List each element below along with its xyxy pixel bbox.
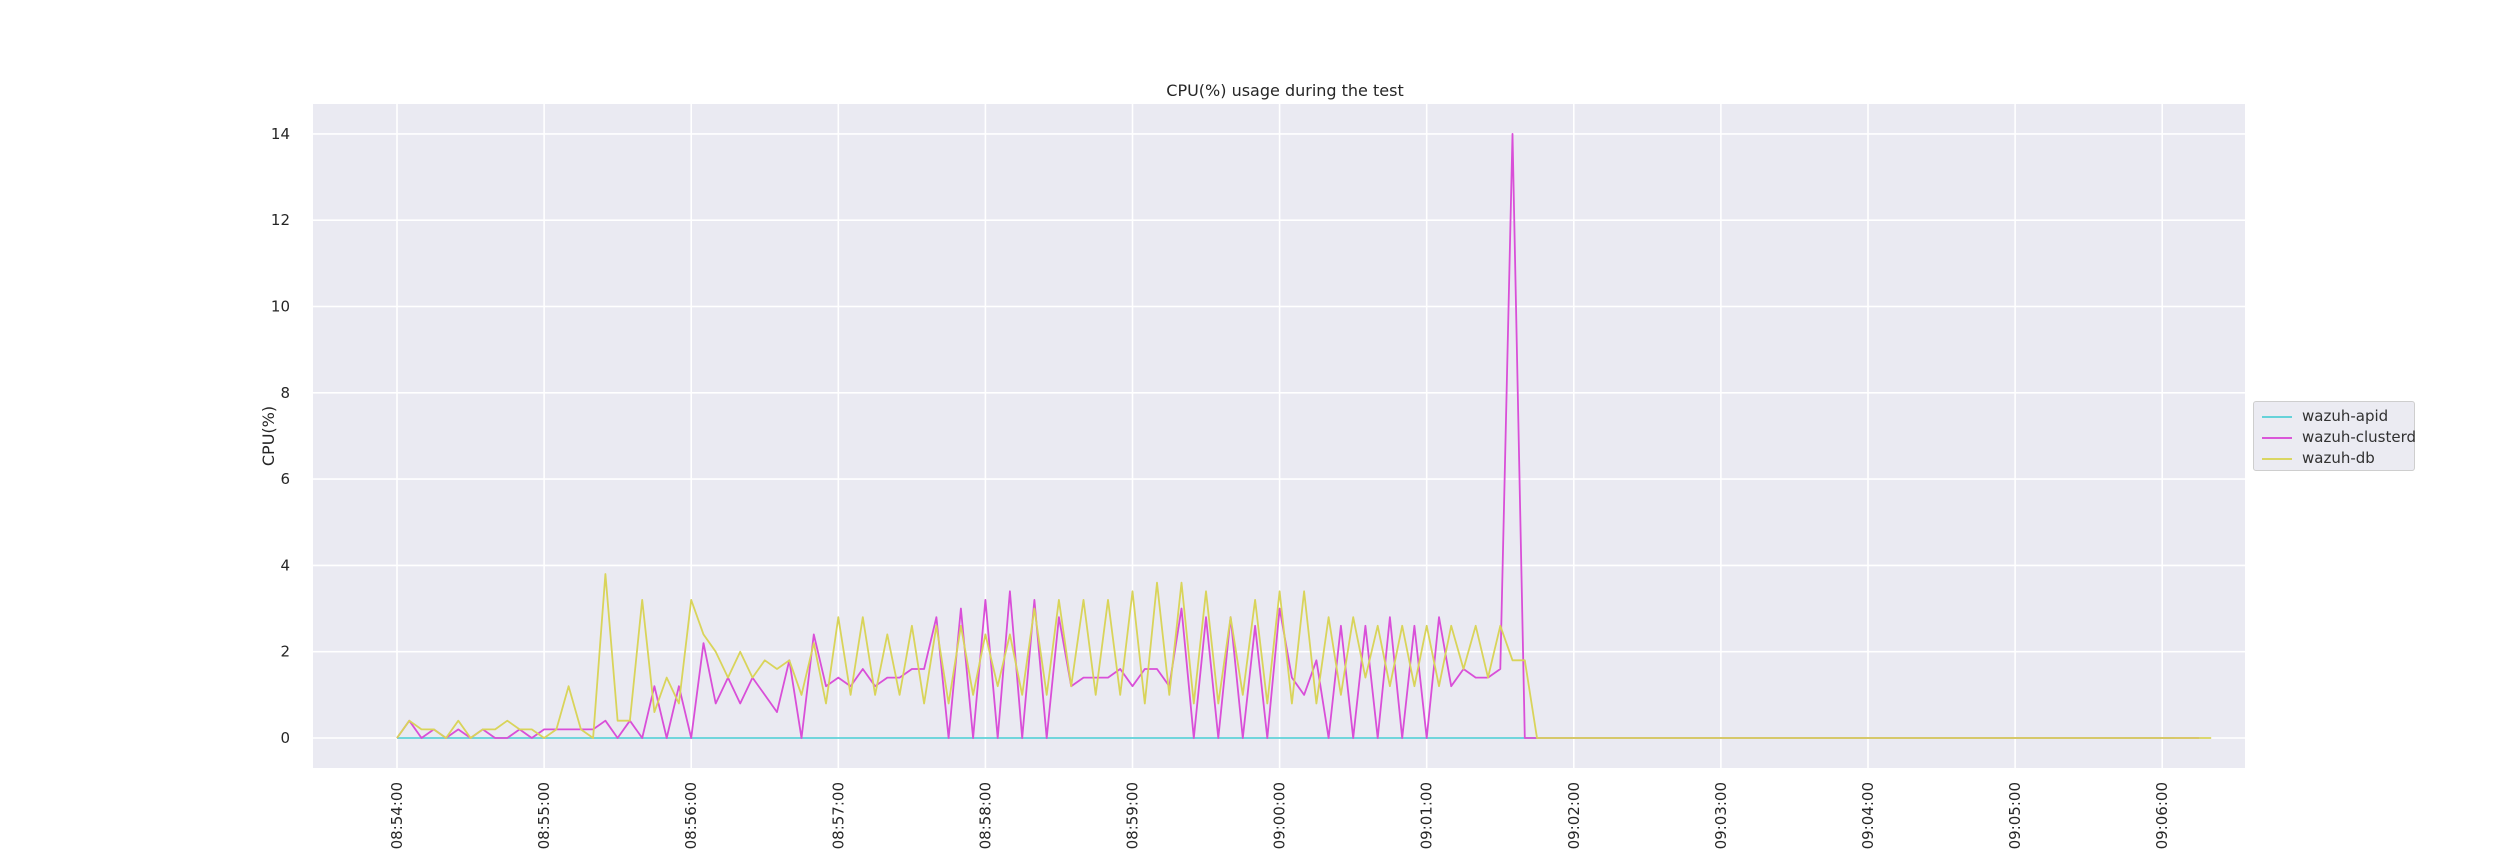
legend-label: wazuh-clusterd: [2302, 428, 2417, 446]
x-tick-label: 08:59:00: [1124, 782, 1142, 849]
x-tick-label: 09:01:00: [1418, 782, 1436, 849]
x-tick-label: 09:05:00: [2006, 782, 2024, 849]
y-tick-label: 8: [280, 384, 290, 402]
x-tick-label: 08:56:00: [682, 782, 700, 849]
y-tick-label: 4: [280, 556, 290, 574]
legend-swatch-apid: [2262, 416, 2292, 418]
x-tick-label: 09:03:00: [1712, 782, 1730, 849]
x-axis-ticks: 08:54:00 08:55:00 08:56:00 08:57:00 08:58:00…: [388, 782, 2171, 849]
y-tick-label: 6: [280, 470, 290, 488]
grid-lines: [313, 104, 2245, 768]
x-tick-label: 08:55:00: [535, 782, 553, 849]
y-axis-ticks: 0 2 4 6 8 10 12 14: [271, 125, 290, 747]
wazuh-db-line: [396, 573, 2212, 739]
legend-item-db: wazuh-db: [2254, 448, 2414, 468]
x-tick-label: 09:04:00: [1859, 782, 1877, 849]
legend-item-apid: wazuh-apid: [2254, 406, 2414, 426]
x-tick-label: 08:57:00: [829, 782, 847, 849]
legend-label: wazuh-db: [2302, 449, 2375, 467]
y-tick-label: 12: [271, 211, 290, 229]
y-axis-label: CPU(%): [259, 406, 278, 466]
x-tick-label: 09:00:00: [1271, 782, 1289, 849]
legend-swatch-clusterd: [2262, 437, 2292, 439]
legend: wazuh-apid wazuh-clusterd wazuh-db: [2253, 401, 2417, 471]
y-tick-label: 14: [271, 125, 290, 143]
legend-label: wazuh-apid: [2302, 407, 2389, 425]
x-tick-label: 08:54:00: [388, 782, 406, 849]
x-tick-label: 09:06:00: [2153, 782, 2171, 849]
chart-title: CPU(%) usage during the test: [1166, 81, 1403, 100]
x-tick-label: 08:58:00: [976, 782, 994, 849]
series-lines: [396, 132, 2212, 739]
y-tick-label: 0: [280, 729, 290, 747]
y-tick-label: 10: [271, 298, 290, 316]
legend-item-clusterd: wazuh-clusterd: [2254, 427, 2417, 447]
legend-swatch-db: [2262, 458, 2292, 460]
x-tick-label: 09:02:00: [1565, 782, 1583, 849]
y-tick-label: 2: [280, 643, 290, 661]
